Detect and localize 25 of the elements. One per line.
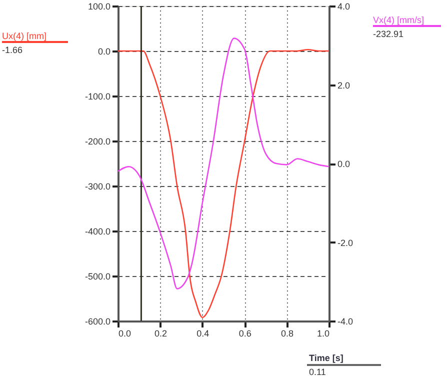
text: -1.66 — [2, 45, 23, 55]
x-tick-label: 0.2 — [154, 328, 167, 338]
text: 0.11 — [309, 367, 326, 377]
x-axis-title: Time [s] — [309, 353, 344, 363]
text: Ux(4) [mm] — [2, 31, 46, 41]
y2-tick-label: 2.0 — [338, 80, 350, 90]
y2-tick-label: 0.0 — [338, 159, 350, 169]
y2-tick-label: -4.0 — [338, 316, 354, 326]
y2-tick-label: 4.0 — [338, 2, 350, 12]
x-tick-label: 1.0 — [316, 328, 330, 338]
x-tick-label: 0.8 — [281, 328, 294, 338]
y-tick-label: -100.0 — [84, 92, 110, 102]
x-tick-label: 0.4 — [196, 328, 210, 338]
y-tick-label: -600.0 — [84, 316, 110, 326]
y-tick-label: -400.0 — [84, 226, 110, 236]
y-tick-label: 0.0 — [98, 46, 110, 56]
text: Vx(4) [mm/s] — [373, 15, 424, 25]
x-tick-label: 0.6 — [238, 328, 252, 338]
y-tick-label: -300.0 — [84, 182, 110, 192]
y2-tick-label: -2.0 — [338, 238, 354, 248]
x-tick-label: 0.0 — [118, 328, 132, 338]
y-tick-label: -200.0 — [84, 136, 110, 146]
y-tick-label: -500.0 — [84, 272, 110, 282]
y-tick-label: 100.0 — [88, 2, 110, 12]
text: -232.91 — [373, 29, 404, 39]
